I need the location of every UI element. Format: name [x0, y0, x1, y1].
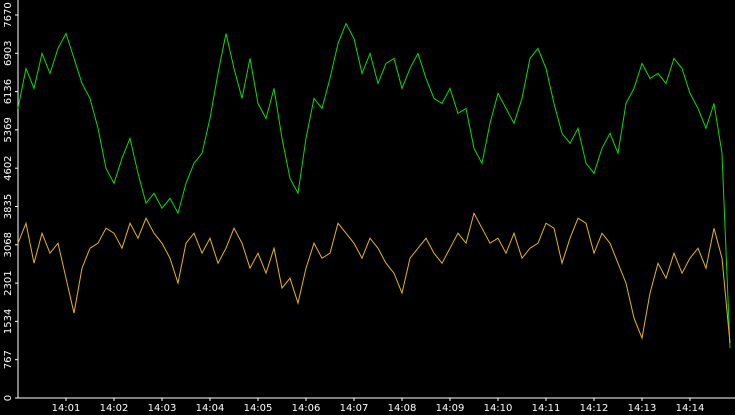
- x-tick-label: 14:03: [148, 403, 177, 414]
- x-tick-label: 14:10: [484, 403, 513, 414]
- y-tick-label: 4602: [3, 155, 14, 180]
- y-tick-label: 6903: [3, 41, 14, 66]
- x-tick-label: 14:01: [52, 403, 81, 414]
- x-tick-label: 14:06: [292, 403, 321, 414]
- x-tick-label: 14:08: [388, 403, 417, 414]
- x-tick-label: 14:02: [100, 403, 129, 414]
- x-tick-label: 14:04: [196, 403, 225, 414]
- x-tick-label: 14:07: [340, 403, 369, 414]
- series-line: [17, 211, 731, 344]
- y-tick-label: 2301: [3, 270, 14, 295]
- y-tick-label: 0: [3, 395, 14, 401]
- series-line: [17, 22, 731, 349]
- y-tick-label: 767: [3, 350, 14, 369]
- y-tick-label: 1534: [3, 309, 14, 334]
- x-tick-label: 14:05: [244, 403, 273, 414]
- x-tick-label: 14:09: [436, 403, 465, 414]
- x-tick-label: 14:13: [628, 403, 657, 414]
- y-tick-label: 3068: [3, 232, 14, 257]
- y-tick-label: 3835: [3, 194, 14, 219]
- y-tick-label: 6136: [3, 79, 14, 104]
- y-tick-label: 5369: [3, 117, 14, 142]
- x-tick-label: 14:11: [532, 403, 561, 414]
- x-tick-label: 14:12: [580, 403, 609, 414]
- y-tick-label: 7670: [3, 2, 14, 27]
- x-tick-label: 14:14: [676, 403, 705, 414]
